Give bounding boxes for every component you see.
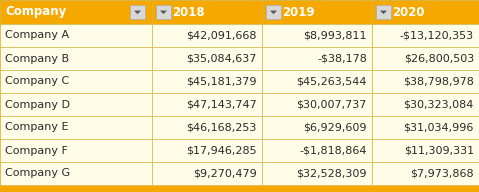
Bar: [372, 93, 479, 116]
Polygon shape: [270, 11, 277, 14]
Text: Company F: Company F: [5, 146, 68, 156]
Text: $45,263,544: $45,263,544: [297, 76, 367, 87]
Text: Company G: Company G: [5, 169, 70, 179]
Bar: [152, 47, 262, 70]
Text: Company D: Company D: [5, 99, 70, 109]
Text: Company A: Company A: [5, 31, 69, 41]
Bar: [262, 70, 372, 93]
Bar: [0, 47, 152, 70]
Text: $31,034,996: $31,034,996: [404, 122, 474, 132]
Text: Company: Company: [5, 6, 66, 18]
Text: $35,084,637: $35,084,637: [187, 54, 257, 64]
Text: Company E: Company E: [5, 122, 68, 132]
Text: $42,091,668: $42,091,668: [186, 31, 257, 41]
Bar: [262, 162, 372, 185]
Bar: [372, 70, 479, 93]
Bar: [372, 139, 479, 162]
Bar: [0, 162, 152, 185]
Polygon shape: [380, 11, 387, 14]
Bar: [372, 162, 479, 185]
Bar: [262, 139, 372, 162]
Text: 2018: 2018: [172, 6, 205, 18]
Bar: [372, 47, 479, 70]
Text: $26,800,503: $26,800,503: [404, 54, 474, 64]
Bar: [0, 139, 152, 162]
Bar: [0, 116, 152, 139]
Text: $6,929,609: $6,929,609: [304, 122, 367, 132]
Text: 2020: 2020: [392, 6, 424, 18]
Text: $9,270,479: $9,270,479: [193, 169, 257, 179]
Text: $45,181,379: $45,181,379: [186, 76, 257, 87]
Bar: [152, 0, 262, 24]
Bar: [0, 0, 152, 24]
Bar: [372, 24, 479, 47]
Bar: [152, 70, 262, 93]
Text: $11,309,331: $11,309,331: [404, 146, 474, 156]
Text: -$13,120,353: -$13,120,353: [400, 31, 474, 41]
FancyBboxPatch shape: [376, 5, 391, 19]
Bar: [262, 47, 372, 70]
Text: $46,168,253: $46,168,253: [187, 122, 257, 132]
Text: $7,973,868: $7,973,868: [411, 169, 474, 179]
Bar: [0, 93, 152, 116]
Bar: [0, 70, 152, 93]
Bar: [372, 0, 479, 24]
Bar: [152, 116, 262, 139]
Text: $47,143,747: $47,143,747: [186, 99, 257, 109]
Polygon shape: [160, 11, 167, 14]
Text: $17,946,285: $17,946,285: [186, 146, 257, 156]
Text: Company B: Company B: [5, 54, 69, 64]
Bar: [0, 24, 152, 47]
Text: Company C: Company C: [5, 76, 69, 87]
Bar: [152, 24, 262, 47]
Text: -$38,178: -$38,178: [317, 54, 367, 64]
Bar: [152, 139, 262, 162]
Text: $32,528,309: $32,528,309: [297, 169, 367, 179]
Text: $38,798,978: $38,798,978: [403, 76, 474, 87]
FancyBboxPatch shape: [156, 5, 171, 19]
Text: $30,007,737: $30,007,737: [297, 99, 367, 109]
Bar: [262, 0, 372, 24]
Text: -$1,818,864: -$1,818,864: [299, 146, 367, 156]
Text: $30,323,084: $30,323,084: [404, 99, 474, 109]
Bar: [262, 93, 372, 116]
Bar: [262, 24, 372, 47]
FancyBboxPatch shape: [266, 5, 281, 19]
Bar: [152, 162, 262, 185]
Bar: [262, 116, 372, 139]
FancyBboxPatch shape: [130, 5, 145, 19]
Bar: [372, 116, 479, 139]
Bar: [152, 93, 262, 116]
Text: 2019: 2019: [282, 6, 315, 18]
Text: $8,993,811: $8,993,811: [304, 31, 367, 41]
Polygon shape: [134, 11, 141, 14]
